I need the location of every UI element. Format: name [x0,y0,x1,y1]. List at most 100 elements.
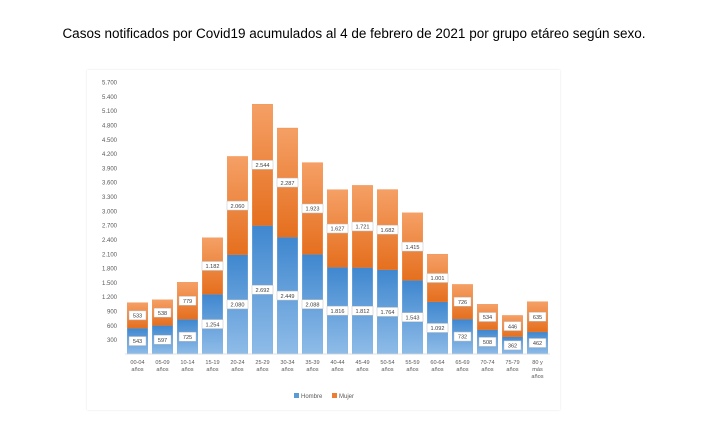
y-tick-label: 5.700 [102,81,118,87]
data-label-hombre: 1.816 [331,309,345,315]
legend-swatch [332,393,337,398]
data-label-mujer: 1.627 [331,227,345,233]
data-label-hombre: 462 [533,341,542,347]
data-label-mujer: 2.287 [281,181,295,187]
data-label-mujer: 1.001 [431,276,445,282]
y-tick-label: 1.500 [102,281,118,287]
y-tick-label: 2.700 [102,224,118,230]
data-label-mujer-box [128,310,147,321]
x-tick-label: 75-79 años [505,360,519,373]
data-label-hombre: 2.088 [306,302,320,308]
data-label-hombre-box [503,340,522,351]
y-axis: 300 600 900 1.200 1.500 1.800 2.100 2.400 2.700 3… [102,81,118,345]
data-label-hombre: 1.812 [356,309,370,315]
y-tick-label: 2.100 [102,252,118,258]
data-label-hombre: 2.692 [256,288,270,294]
data-label-hombre-box [426,323,449,333]
data-label-mujer: 2.060 [231,204,245,210]
data-label-hombre: 1.092 [431,326,445,332]
x-tick-label: 55-59 años [405,360,419,373]
data-label-hombre-box [251,285,274,295]
x-tick-label: 00-04 años [130,360,144,373]
y-tick-label: 1.200 [102,295,118,301]
data-label-mujer-box [478,312,497,322]
y-tick-label: 3.900 [102,166,118,172]
y-tick-label: 4.200 [102,152,118,158]
y-tick-label: 3.300 [102,195,118,201]
data-label-mujer-box [401,241,424,252]
data-label-mujer-box [153,307,172,318]
chart-frame: 300 600 900 1.200 1.500 1.800 2.100 2.400 2.700 3… [87,70,560,410]
data-label-hombre: 362 [508,344,517,350]
data-label-mujer-box [351,221,374,232]
data-label-mujer: 533 [133,314,142,320]
data-label-hombre-box [226,299,249,310]
data-label-hombre: 1.764 [381,310,395,316]
data-label-mujer: 1.682 [381,228,395,234]
stacked-bar-chart: 300 600 900 1.200 1.500 1.800 2.100 2.400 2.700 3… [102,81,550,400]
data-label-mujer-box [276,177,299,188]
legend: Hombre Mujer [294,393,354,400]
data-label-mujer: 635 [533,315,542,321]
data-label-mujer-box [453,296,472,307]
data-label-hombre-box [401,312,424,322]
data-label-hombre-box [201,319,224,329]
data-label-mujer: 1.182 [206,264,220,270]
data-label-hombre-box [128,336,147,346]
data-label-mujer-box [426,273,449,283]
x-tick-label: 20-24 años [230,360,244,373]
y-tick-label: 900 [107,310,118,316]
data-label-mujer: 538 [158,311,167,317]
data-label-mujer-box [503,321,522,331]
data-label-hombre-box [301,299,324,309]
legend-label: Mujer [339,394,354,400]
x-tick-label: 45-49 años [355,360,369,373]
y-tick-label: 4.500 [102,138,118,144]
y-tick-label: 300 [107,338,118,344]
data-label-hombre: 1.543 [406,315,420,321]
x-tick-label: 65-69 años [455,360,469,373]
data-label-mujer: 1.415 [406,245,420,251]
x-tick-label: 35-39 años [305,360,319,373]
data-label-hombre-box [376,307,399,317]
data-label-mujer-box [326,223,349,234]
data-label-hombre: 597 [158,338,167,344]
data-label-hombre: 732 [458,335,467,341]
data-label-mujer-box [201,261,224,271]
y-tick-label: 5.400 [102,95,118,101]
data-label-mujer-box [301,203,324,214]
data-label-mujer-box [251,160,274,170]
data-label-hombre-box [326,305,349,316]
y-tick-label: 3.000 [102,209,118,215]
data-label-hombre-box [453,331,472,342]
data-label-hombre: 508 [483,340,492,346]
data-label-mujer: 726 [458,300,467,306]
y-tick-label: 4.800 [102,123,118,129]
data-label-mujer: 1.923 [306,207,320,213]
data-label-hombre-box [351,306,374,316]
data-label-mujer-box [226,200,249,211]
x-axis: 00-04 años 05-09 años 10-14 años 15-19 años 20-2… [125,353,550,380]
data-label-hombre-box [478,337,497,347]
data-label-mujer: 779 [183,299,192,305]
data-label-hombre: 1.254 [206,322,220,328]
x-tick-label: 05-09 años [155,360,169,373]
legend-label: Hombre [301,394,323,400]
x-tick-label: 30-34 años [280,360,294,373]
data-label-mujer: 534 [483,315,492,321]
legend-swatch [294,393,299,398]
y-tick-label: 3.600 [102,181,118,187]
data-label-mujer-box [376,224,399,235]
x-tick-label: 80 y más años [531,360,543,380]
y-tick-label: 5.100 [102,109,118,115]
x-tick-label: 60-64 años [430,360,444,373]
x-tick-label: 50-54 años [380,360,394,373]
x-tick-label: 70-74 años [480,360,494,373]
data-label-mujer-box [528,312,547,322]
data-label-hombre-box [528,338,547,348]
data-label-mujer: 2.544 [256,163,270,169]
data-label-hombre: 2.080 [231,303,245,309]
x-tick-label: 10-14 años [180,360,194,373]
chart-title: Casos notificados por Covid19 acumulados… [62,26,646,41]
